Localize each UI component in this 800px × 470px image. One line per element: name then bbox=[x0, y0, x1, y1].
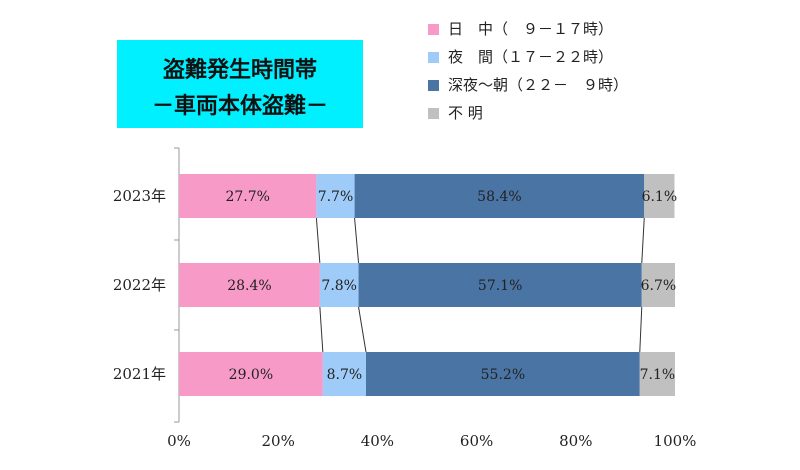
x-tick-label: 100% bbox=[654, 432, 697, 450]
series-line bbox=[354, 217, 360, 264]
category-label: 2022年 bbox=[113, 276, 166, 294]
data-label: 29.0% bbox=[229, 367, 273, 383]
x-tick-label: 20% bbox=[262, 432, 295, 450]
data-label: 58.4% bbox=[477, 189, 521, 205]
legend-swatch-daytime bbox=[428, 24, 439, 35]
data-label: 7.7% bbox=[318, 189, 354, 205]
x-tick-label: 40% bbox=[361, 432, 394, 450]
bar-segment bbox=[319, 263, 359, 307]
chart-title-box: 盗難発生時間帯 －車両本体盗難－ bbox=[117, 40, 363, 128]
legend-swatch-unknown bbox=[428, 108, 439, 119]
category-label: 2023年 bbox=[113, 187, 166, 205]
series-line bbox=[641, 217, 645, 264]
x-tick-label: 80% bbox=[559, 432, 592, 450]
bar-segment bbox=[179, 174, 317, 218]
chart-title: 盗難発生時間帯 bbox=[162, 58, 317, 83]
legend-label-night: 夜 間（１７－２２時） bbox=[448, 48, 614, 66]
bar-segment bbox=[644, 174, 675, 218]
series-line bbox=[358, 306, 367, 353]
data-label: 8.7% bbox=[327, 367, 363, 383]
series-line bbox=[319, 306, 324, 353]
data-label: 6.1% bbox=[642, 189, 678, 205]
legend-label-unknown: 不 明 bbox=[448, 104, 483, 122]
data-label: 27.7% bbox=[225, 189, 269, 205]
legend-label-daytime: 日 中（ ９－１７時） bbox=[448, 20, 614, 38]
bar-segment bbox=[322, 352, 366, 396]
bar-segment bbox=[365, 352, 640, 396]
bar-segment bbox=[316, 174, 355, 218]
bar-segment bbox=[179, 352, 323, 396]
chart-subtitle: －車両本体盗難－ bbox=[151, 94, 328, 119]
bar-segment bbox=[641, 263, 675, 307]
legend-swatch-late-night bbox=[428, 80, 439, 91]
bar-segment bbox=[639, 352, 675, 396]
x-tick-label: 0% bbox=[167, 432, 191, 450]
bar-segment bbox=[354, 174, 645, 218]
legend-label-late-night: 深夜～朝（２２－ ９時） bbox=[448, 76, 629, 94]
data-label: 57.1% bbox=[478, 278, 522, 294]
bar-segment bbox=[179, 263, 320, 307]
bar-segment bbox=[358, 263, 642, 307]
data-label: 28.4% bbox=[227, 278, 271, 294]
legend-swatch-night bbox=[428, 52, 439, 63]
data-label: 7.8% bbox=[321, 278, 357, 294]
x-tick-label: 60% bbox=[460, 432, 493, 450]
category-label: 2021年 bbox=[113, 365, 166, 383]
data-label: 55.2% bbox=[481, 367, 525, 383]
series-line bbox=[639, 306, 643, 353]
data-label: 7.1% bbox=[640, 367, 676, 383]
series-line bbox=[315, 217, 321, 264]
data-label: 6.7% bbox=[641, 278, 677, 294]
